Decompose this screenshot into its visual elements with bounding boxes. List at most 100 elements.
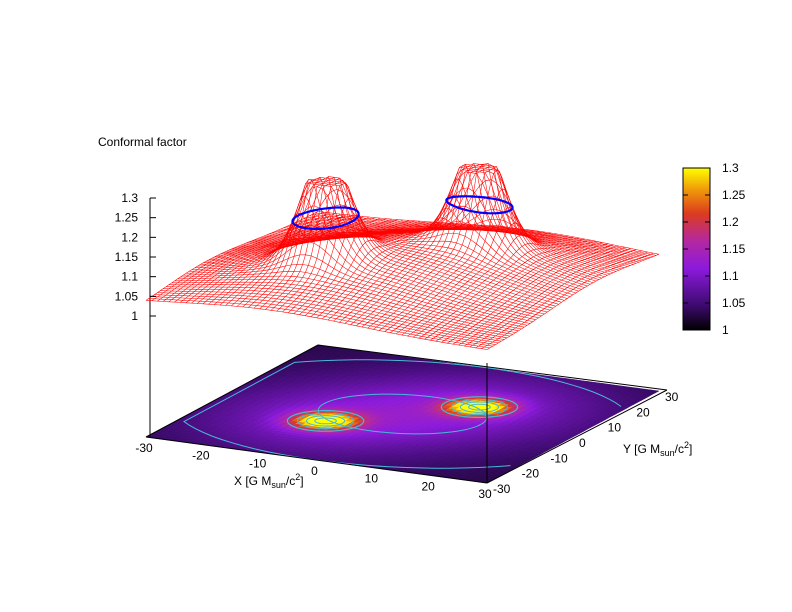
mesh-line	[259, 176, 432, 310]
mesh-line	[248, 179, 421, 308]
mesh-line	[412, 238, 586, 338]
mesh-line	[293, 215, 466, 314]
y-tick-label: -30	[493, 482, 511, 496]
mesh-line	[350, 163, 523, 325]
mesh-line	[236, 213, 410, 307]
contour-ring	[450, 399, 508, 416]
contour-ring	[305, 415, 346, 427]
mesh-line	[304, 224, 478, 316]
mesh-line	[253, 176, 427, 309]
mesh-line	[162, 213, 336, 302]
mesh-line	[339, 194, 512, 323]
mesh-line	[475, 251, 648, 349]
mesh-line	[356, 163, 529, 327]
horizon-ring	[445, 195, 514, 215]
contour-ring	[286, 410, 365, 432]
colorbar-tick-label: 1.25	[722, 188, 746, 202]
mesh-line	[464, 249, 637, 347]
colorbar-tick-label: 1.2	[722, 215, 739, 229]
floor-cell	[647, 389, 660, 394]
mesh-line	[168, 213, 341, 303]
x-tick-label: 0	[311, 464, 318, 478]
mesh-line	[435, 243, 608, 342]
z-tick-label: 1.1	[121, 270, 138, 284]
mesh-line	[145, 300, 488, 350]
y-tick-label: 30	[665, 390, 679, 404]
mesh-line	[276, 180, 449, 312]
mesh-line	[361, 164, 535, 328]
mesh-line	[418, 239, 591, 339]
x-tick-label: 10	[365, 472, 379, 486]
y-axis-label: Y [G Msun/c2]	[623, 440, 692, 458]
x-tick-label: 20	[421, 479, 435, 493]
colorbar-tick-label: 1.15	[722, 242, 746, 256]
mesh-line	[481, 252, 654, 349]
x-axis-line	[145, 436, 488, 484]
mesh-line	[265, 176, 438, 310]
mesh-line	[183, 264, 525, 328]
x-tick-label: 30	[478, 487, 492, 501]
z-tick-label: 1.05	[115, 289, 139, 303]
x-tick-label: -10	[249, 456, 267, 470]
z-tick-label: 1.3	[121, 191, 138, 205]
colorbar: 1 1.05 1.1 1.15 1.2 1.25 1.3	[682, 161, 746, 337]
y-tick-label: -20	[522, 467, 540, 481]
mesh-line	[373, 165, 546, 330]
mesh-line	[452, 246, 625, 345]
contour-ring	[440, 396, 519, 419]
z-tick-label: 1.15	[115, 250, 139, 264]
mesh-line	[214, 218, 387, 305]
mesh-line	[316, 225, 489, 319]
y-tick-label: 0	[579, 436, 586, 450]
colorbar-tick-label: 1	[722, 323, 729, 337]
x-tick-label: -30	[135, 441, 153, 455]
mesh-line	[367, 163, 540, 329]
mesh-line	[270, 177, 444, 311]
contour-ring	[317, 393, 488, 435]
contour-ring	[296, 412, 355, 429]
mesh-line	[447, 245, 620, 344]
mesh-line	[282, 182, 455, 313]
horizon-ring	[291, 206, 360, 230]
mesh-line	[395, 207, 569, 335]
colorbar-tick-label: 1.05	[722, 296, 746, 310]
mesh-line	[225, 219, 398, 306]
z-tick-label: 1	[131, 309, 138, 323]
x-axis-label: X [G Msun/c2]	[234, 472, 304, 490]
mesh-line	[390, 188, 563, 333]
x-tick-label: -20	[192, 449, 210, 463]
z-tick-label: 1.2	[121, 230, 138, 244]
y-tick-label: -10	[550, 451, 568, 465]
mesh-line	[231, 219, 404, 307]
mesh-line	[174, 214, 347, 303]
mesh-line	[378, 166, 552, 331]
horizon-rings	[291, 195, 514, 230]
mesh-line	[401, 222, 574, 336]
mesh-line	[219, 218, 392, 306]
chart-title: Conformal factor	[98, 135, 187, 149]
mesh-line	[145, 211, 319, 301]
axes	[145, 198, 668, 484]
mesh-line	[486, 254, 660, 350]
y-tick-label: 10	[608, 421, 622, 435]
mesh-line	[333, 207, 506, 322]
mesh-line	[430, 242, 603, 341]
contour-ring	[459, 401, 499, 413]
mesh-line	[458, 248, 631, 346]
mesh-line	[163, 288, 505, 340]
colorbar-ticks: 1 1.05 1.1 1.15 1.2 1.25 1.3	[683, 161, 746, 337]
left-axis-line	[145, 344, 319, 438]
back-axis-line	[317, 344, 668, 391]
mesh-line	[407, 234, 580, 337]
y-tick-label: 20	[636, 405, 650, 419]
floor-map	[145, 344, 660, 484]
colorbar-tick-label: 1.3	[722, 161, 739, 175]
mesh-line	[202, 217, 375, 305]
mesh-line	[424, 241, 597, 340]
surface-mesh	[145, 163, 660, 350]
contour-ring	[183, 359, 622, 469]
mesh-line	[441, 244, 614, 343]
